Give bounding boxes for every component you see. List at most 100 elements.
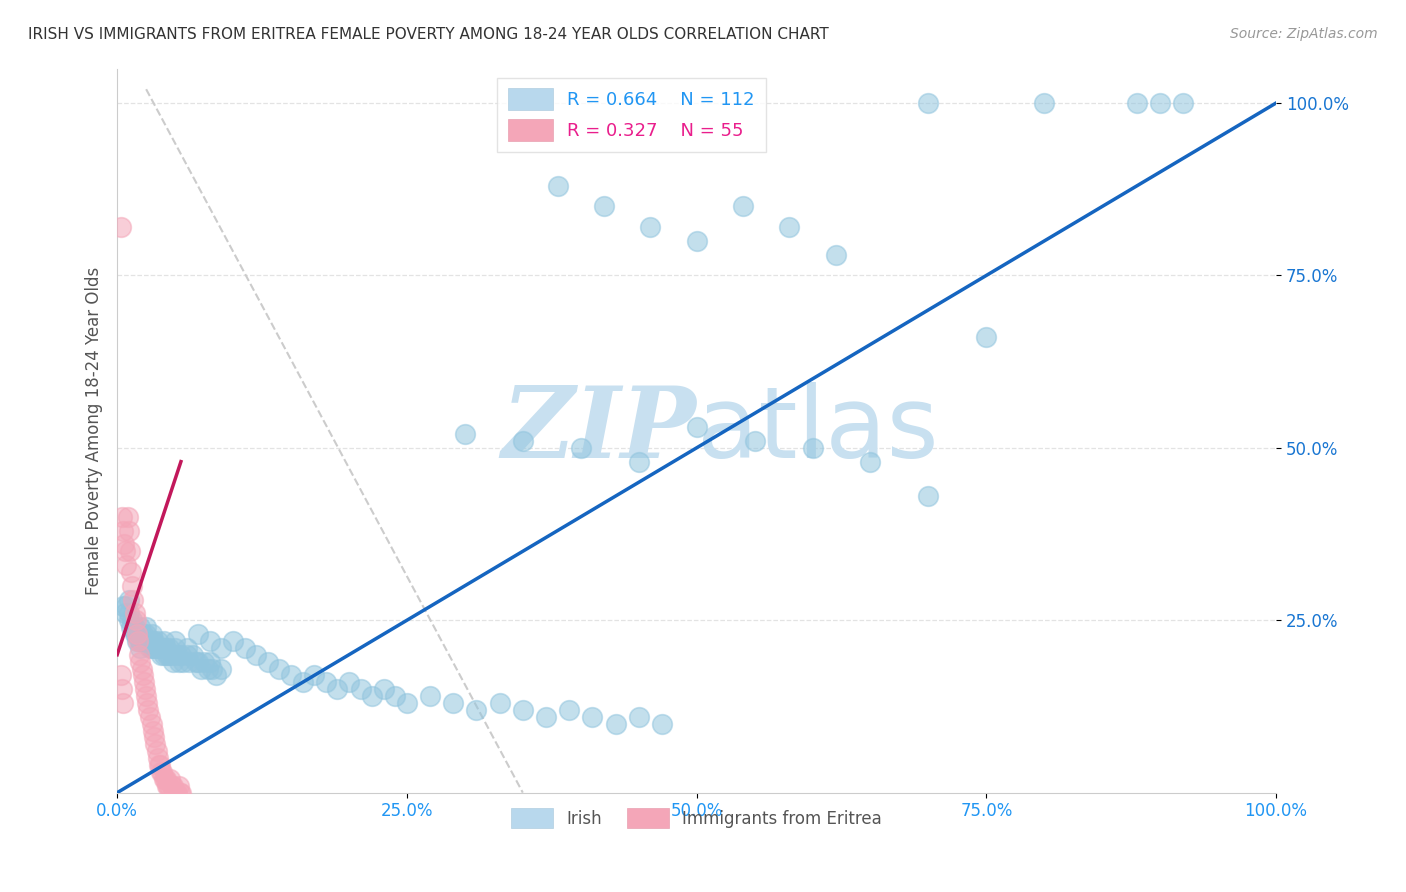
Text: atlas: atlas (696, 382, 938, 479)
Irish (115, 599, 138, 614)
Irish (917, 489, 939, 503)
Irish (160, 648, 183, 662)
Irish (166, 648, 188, 662)
Irish (129, 634, 152, 648)
Immigrants from Eritrea (165, 786, 187, 800)
Irish (129, 634, 152, 648)
Irish (124, 620, 146, 634)
Irish (138, 640, 160, 655)
Irish (211, 661, 233, 675)
Irish (917, 95, 939, 110)
Immigrants from Eritrea (165, 786, 187, 800)
Irish (593, 199, 616, 213)
Irish (512, 434, 534, 448)
Irish (165, 634, 187, 648)
Immigrants from Eritrea (169, 786, 191, 800)
Irish (152, 634, 174, 648)
Irish (627, 710, 650, 724)
Immigrants from Eritrea (145, 738, 167, 752)
Immigrants from Eritrea (157, 779, 180, 793)
Immigrants from Eritrea (149, 758, 172, 772)
Irish (605, 716, 627, 731)
Irish (198, 655, 221, 669)
Irish (685, 234, 707, 248)
Irish (859, 455, 882, 469)
Immigrants from Eritrea (131, 661, 153, 675)
Irish (118, 613, 141, 627)
Irish (114, 607, 136, 621)
Immigrants from Eritrea (125, 627, 148, 641)
Irish (465, 703, 488, 717)
Irish (512, 703, 534, 717)
Irish (143, 634, 166, 648)
Irish (118, 592, 141, 607)
Irish (488, 696, 510, 710)
Immigrants from Eritrea (157, 779, 180, 793)
Irish (127, 627, 149, 641)
Irish (454, 427, 477, 442)
Irish (558, 703, 581, 717)
Immigrants from Eritrea (122, 592, 145, 607)
Immigrants from Eritrea (134, 682, 156, 697)
Irish (167, 655, 190, 669)
Irish (111, 599, 134, 614)
Irish (269, 661, 291, 675)
Irish (121, 613, 143, 627)
Immigrants from Eritrea (111, 509, 134, 524)
Irish (146, 634, 169, 648)
Immigrants from Eritrea (112, 537, 135, 551)
Irish (326, 682, 349, 697)
Immigrants from Eritrea (132, 675, 155, 690)
Immigrants from Eritrea (156, 779, 179, 793)
Immigrants from Eritrea (163, 786, 186, 800)
Text: IRISH VS IMMIGRANTS FROM ERITREA FEMALE POVERTY AMONG 18-24 YEAR OLDS CORRELATIO: IRISH VS IMMIGRANTS FROM ERITREA FEMALE … (28, 27, 830, 42)
Irish (184, 655, 207, 669)
Irish (152, 640, 174, 655)
Immigrants from Eritrea (111, 696, 134, 710)
Irish (280, 668, 302, 682)
Immigrants from Eritrea (138, 703, 160, 717)
Irish (257, 655, 280, 669)
Immigrants from Eritrea (162, 779, 184, 793)
Irish (118, 607, 141, 621)
Immigrants from Eritrea (166, 786, 188, 800)
Irish (176, 640, 198, 655)
Immigrants from Eritrea (121, 579, 143, 593)
Irish (1173, 95, 1195, 110)
Text: ZIP: ZIP (502, 383, 696, 479)
Immigrants from Eritrea (145, 744, 167, 758)
Irish (176, 648, 198, 662)
Irish (731, 199, 754, 213)
Text: Source: ZipAtlas.com: Source: ZipAtlas.com (1230, 27, 1378, 41)
Irish (181, 648, 204, 662)
Irish (640, 220, 662, 235)
Immigrants from Eritrea (150, 764, 173, 779)
Irish (149, 640, 172, 655)
Irish (569, 441, 592, 455)
Irish (170, 648, 193, 662)
Irish (547, 178, 569, 193)
Irish (141, 640, 163, 655)
Immigrants from Eritrea (136, 696, 159, 710)
Irish (1126, 95, 1149, 110)
Immigrants from Eritrea (114, 544, 136, 558)
Immigrants from Eritrea (141, 716, 163, 731)
Irish (1033, 95, 1056, 110)
Irish (211, 640, 233, 655)
Immigrants from Eritrea (170, 786, 193, 800)
Irish (1149, 95, 1171, 110)
Irish (129, 640, 152, 655)
Irish (190, 661, 212, 675)
Irish (581, 710, 603, 724)
Irish (145, 640, 167, 655)
Irish (778, 220, 800, 235)
Irish (120, 620, 142, 634)
Immigrants from Eritrea (110, 668, 132, 682)
Immigrants from Eritrea (128, 648, 150, 662)
Irish (651, 716, 673, 731)
Irish (534, 710, 557, 724)
Irish (976, 330, 998, 344)
Irish (315, 675, 337, 690)
Irish (141, 627, 163, 641)
Immigrants from Eritrea (138, 710, 160, 724)
